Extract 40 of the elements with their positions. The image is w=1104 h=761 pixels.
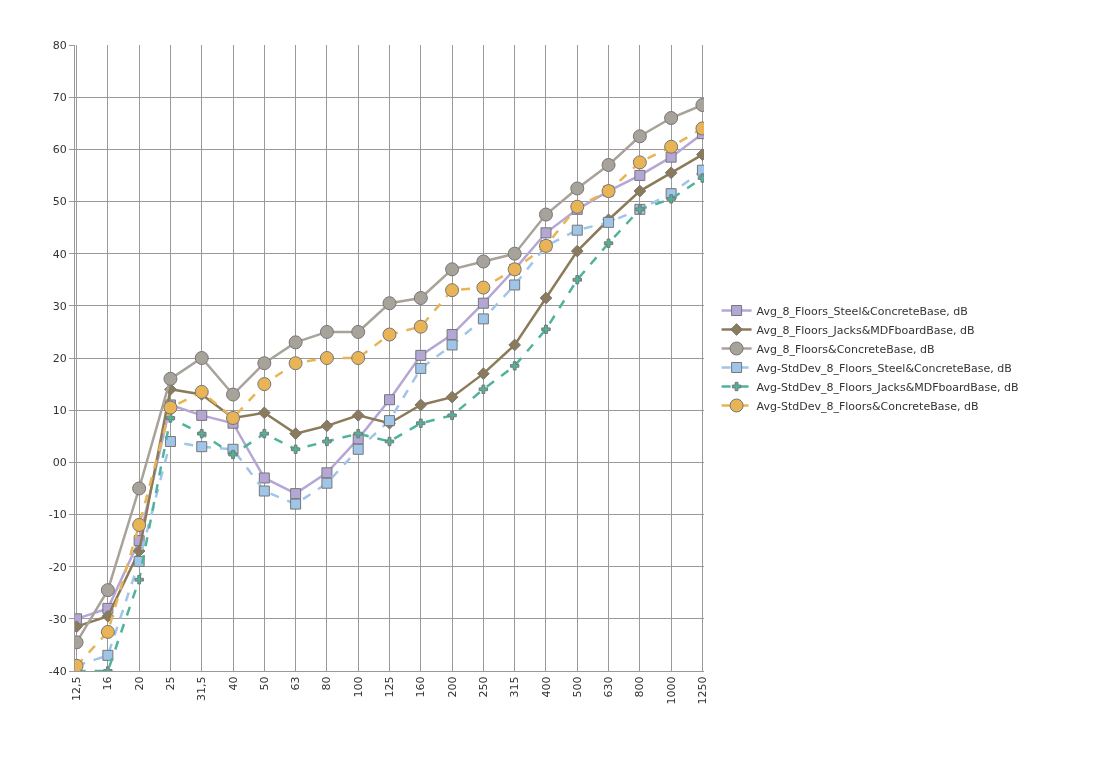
x-tick-label: 63 <box>289 676 303 691</box>
x-tick-label: 16 <box>101 676 115 691</box>
x-tick-label: 40 <box>226 676 240 691</box>
x-tick-label: 25 <box>164 676 178 691</box>
y-tick-label: 80 <box>52 38 67 52</box>
legend-label: Avg_8_Floors_Jacks&MDFboardBase, dB <box>756 323 975 337</box>
x-tick-label: 12,5 <box>70 676 84 701</box>
x-tick-label: 1000 <box>664 676 678 705</box>
y-tick-label: 30 <box>52 299 67 313</box>
x-tick-label: 160 <box>414 676 428 698</box>
y-tick-label: -30 <box>48 612 67 626</box>
x-tick-label: 315 <box>508 676 522 698</box>
y-tick-label: 20 <box>52 351 67 365</box>
legend-label: Avg-StdDev_8_Floors&ConcreteBase, dB <box>756 399 979 413</box>
legend-label: Avg-StdDev_8_Floors_Jacks&MDFboardBase, dB <box>756 380 1019 394</box>
x-tick-label: 400 <box>539 676 553 698</box>
y-tick-label: -40 <box>48 664 67 678</box>
legend-label: Avg-StdDev_8_Floors_Steel&ConcreteBase, dB <box>756 361 1012 375</box>
x-tick-label: 125 <box>383 676 397 698</box>
x-tick-label: 20 <box>132 676 146 691</box>
x-tick-label: 50 <box>257 676 271 691</box>
x-tick-label: 1250 <box>696 676 710 705</box>
y-tick-label: 40 <box>52 247 67 261</box>
x-tick-label: 250 <box>476 676 490 698</box>
y-tick-label: 60 <box>52 143 67 157</box>
x-tick-label: 500 <box>570 676 584 698</box>
x-tick-label: 800 <box>633 676 647 698</box>
x-tick-label: 31,5 <box>195 676 209 701</box>
x-tick-label: 630 <box>602 676 616 698</box>
y-tick-label: -20 <box>48 560 67 574</box>
y-tick-label: 10 <box>52 404 67 418</box>
legend-label: Avg_8_Floors&ConcreteBase, dB <box>756 342 935 356</box>
x-tick-label: 200 <box>445 676 459 698</box>
x-tick-label: 100 <box>351 676 365 698</box>
x-tick-label: 80 <box>320 676 334 691</box>
y-tick-label: 00 <box>52 456 67 470</box>
y-tick-label: -10 <box>48 508 67 522</box>
y-tick-label: 70 <box>52 91 67 105</box>
legend-label: Avg_8_Floors_Steel&ConcreteBase, dB <box>756 304 968 318</box>
y-tick-label: 50 <box>52 195 67 209</box>
